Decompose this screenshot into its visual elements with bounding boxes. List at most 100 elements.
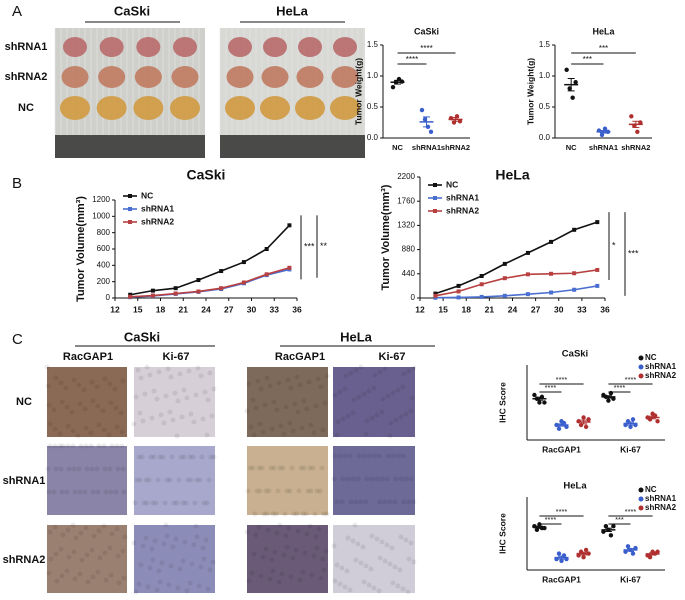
texture (119, 429, 125, 435)
x-tick-label: 30 (554, 304, 564, 314)
legend-marker (638, 373, 644, 379)
texture (53, 466, 59, 472)
texture (199, 454, 205, 460)
x-tick-label: Ki-67 (620, 444, 641, 454)
texture (201, 500, 207, 506)
texture (140, 543, 146, 549)
texture (358, 560, 364, 566)
texture (290, 428, 296, 434)
texture (76, 382, 82, 388)
texture (52, 443, 58, 449)
texture (318, 384, 324, 390)
y-tick-label: 880 (402, 245, 416, 254)
legend-marker (433, 209, 437, 213)
data-point (602, 126, 608, 131)
chart-title: CaSki (187, 167, 226, 183)
texture (300, 511, 306, 517)
texture (168, 563, 174, 569)
texture (97, 555, 103, 561)
texture (287, 420, 293, 426)
texture (258, 386, 264, 392)
texture (337, 453, 343, 459)
data-point (456, 295, 461, 300)
texture (150, 557, 156, 563)
texture (108, 400, 114, 406)
texture (254, 488, 260, 494)
texture (65, 443, 71, 449)
legend-marker (433, 183, 437, 187)
texture (45, 383, 51, 389)
texture (350, 410, 356, 416)
texture (308, 422, 314, 428)
data-point (572, 287, 577, 292)
texture (143, 535, 149, 541)
significance-label: **** (406, 55, 418, 64)
texture (272, 549, 278, 555)
data-point (655, 419, 660, 424)
tumor (226, 66, 254, 88)
texture (201, 556, 207, 562)
panel-label: B (12, 175, 22, 192)
texture (253, 405, 259, 411)
texture (409, 395, 415, 401)
data-point (150, 288, 155, 293)
data-point (525, 250, 530, 255)
texture (184, 588, 190, 594)
legend-label: shRNA2 (645, 503, 677, 512)
texture (361, 579, 367, 585)
texture (299, 425, 305, 431)
texture (319, 465, 325, 471)
y-tick-label: 1200 (92, 195, 110, 204)
texture (82, 406, 88, 412)
texture (335, 419, 341, 425)
texture (107, 545, 113, 551)
texture (75, 433, 81, 439)
texture (385, 453, 391, 459)
texture (101, 523, 107, 529)
texture (95, 403, 101, 409)
series-line (435, 221, 598, 295)
data-point (647, 555, 653, 560)
ihc-image (247, 367, 328, 437)
texture (342, 386, 348, 392)
texture (46, 402, 52, 408)
texture (311, 553, 317, 559)
texture (44, 364, 50, 370)
texture (131, 421, 137, 427)
data-point (428, 129, 434, 134)
x-tick-label: 18 (462, 304, 472, 314)
texture (202, 389, 208, 395)
texture (312, 511, 318, 517)
texture (70, 522, 76, 528)
texture (153, 500, 159, 506)
texture (314, 488, 320, 494)
texture (369, 476, 375, 482)
texture (135, 367, 141, 373)
texture (133, 589, 139, 595)
x-tick-label: 12 (415, 304, 425, 314)
ihc-image (247, 446, 328, 515)
texture (374, 412, 380, 418)
texture (121, 489, 127, 495)
texture (193, 523, 199, 529)
x-tick-label: NC (392, 143, 403, 152)
data-point (608, 533, 614, 538)
texture (103, 577, 109, 583)
texture (382, 366, 388, 372)
texture (90, 398, 96, 404)
texture (120, 548, 126, 554)
texture (247, 465, 253, 471)
texture (200, 416, 206, 422)
texture (177, 371, 183, 377)
texture (406, 368, 412, 374)
texture (301, 465, 307, 471)
texture (322, 400, 328, 406)
texture (263, 488, 269, 494)
texture (379, 409, 385, 415)
texture (156, 568, 162, 574)
texture (390, 580, 396, 586)
texture (66, 554, 72, 560)
texture (343, 373, 349, 379)
texture (188, 477, 194, 483)
data-point (390, 84, 396, 90)
